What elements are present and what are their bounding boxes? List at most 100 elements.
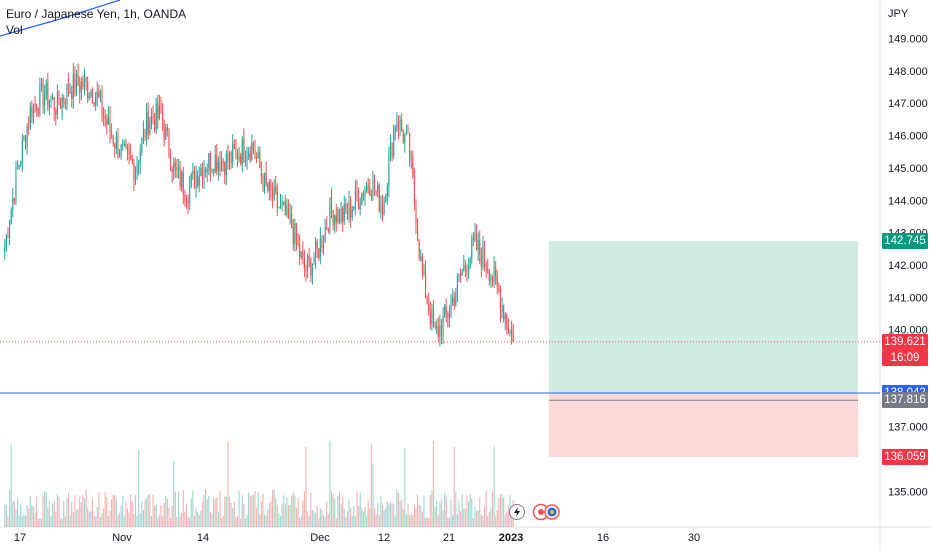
candle-body [16, 167, 19, 169]
candle-body [118, 156, 121, 158]
candle-body [487, 267, 489, 271]
candle-body [133, 163, 135, 181]
candle-body [447, 313, 449, 319]
candle-body [214, 155, 216, 173]
volume-bar [91, 498, 94, 527]
volume-bar [264, 514, 266, 527]
volume-bar [394, 515, 396, 527]
volume-bar [150, 516, 152, 527]
candle-body [136, 164, 138, 172]
candle-body [257, 151, 259, 158]
volume-bar [83, 498, 86, 527]
candle-body [353, 206, 355, 211]
volume-bar [262, 493, 264, 527]
volume-bar [463, 508, 465, 527]
volume-bar [142, 510, 145, 527]
volume-bar [362, 511, 364, 527]
candle-body [452, 297, 454, 303]
y-tick-label: 142.000 [888, 260, 928, 272]
volume-bar [342, 497, 344, 527]
volume-bar [501, 493, 503, 527]
candle-body [69, 91, 71, 94]
volume-bar [7, 516, 9, 527]
volume-bar [436, 500, 438, 527]
candle-body [90, 91, 92, 97]
volume-bar [39, 518, 41, 527]
candle-body [115, 136, 117, 149]
candle-body [233, 144, 235, 150]
candle-body [114, 144, 116, 149]
economic-event-flag-icon[interactable] [544, 504, 560, 520]
volume-bar [466, 495, 468, 527]
candle-body [496, 275, 498, 287]
candle-body [155, 103, 157, 130]
candle-body [4, 245, 6, 253]
candle-body [230, 152, 232, 163]
volume-bar [243, 504, 245, 527]
candle-body [185, 200, 188, 202]
price-lines [0, 0, 880, 394]
candle-body [225, 153, 227, 176]
volume-bar [66, 497, 68, 527]
candle-body [468, 268, 470, 274]
candle-body [31, 107, 33, 119]
volume-bar [318, 517, 320, 527]
volume-bar [493, 446, 495, 527]
candle-body [448, 314, 451, 319]
volume-bar [214, 498, 216, 527]
volume-bar [477, 509, 479, 527]
volume-bar [270, 501, 272, 527]
candle-body [7, 234, 9, 238]
volume-bar [373, 508, 376, 527]
volume-bar [404, 447, 406, 527]
candle-body [327, 228, 329, 232]
volume-bar [228, 496, 231, 527]
symbol-title[interactable]: Euro / Japanese Yen, 1h, OANDA [6, 7, 187, 21]
volume-bar [399, 501, 401, 527]
volume-bar [504, 514, 506, 527]
volume-bar [138, 449, 140, 527]
volume-bar [115, 498, 117, 527]
candle-body [409, 133, 411, 159]
volume-bar [80, 502, 82, 527]
candle-body [201, 167, 203, 180]
candle-body [415, 204, 417, 229]
volume-bar [198, 514, 200, 527]
volume-bar [415, 507, 417, 527]
volume-bar [103, 508, 105, 527]
candle-body [198, 176, 200, 186]
candle-body [358, 197, 360, 210]
dividend-bolt-icon[interactable] [509, 504, 525, 520]
volume-bar [381, 504, 384, 527]
volume-bar [421, 512, 423, 527]
volume-label[interactable]: Vol [6, 23, 23, 37]
candle-body [397, 123, 400, 131]
candle-body [268, 181, 270, 191]
candle-body [179, 166, 181, 188]
candle-body [174, 162, 176, 167]
candle-body [244, 161, 247, 163]
candle-body [93, 102, 95, 106]
time-axis[interactable]: 17 Nov 14 Dec 12 21 2023 16 30 [14, 532, 700, 544]
volume-bar [401, 499, 403, 527]
volume-bar [208, 495, 210, 527]
volume-bar [109, 511, 111, 527]
volume-bar [131, 501, 133, 527]
candle-body [28, 126, 30, 128]
volume-bar [21, 516, 23, 527]
volume-bar [174, 491, 176, 527]
volume-bar [487, 516, 489, 527]
volume-bar [297, 497, 299, 527]
candle-body [141, 137, 143, 152]
candle-body [83, 77, 86, 87]
candle-body [370, 194, 372, 197]
volume-bar [364, 506, 366, 527]
candle-body [324, 227, 326, 242]
candle-body [287, 204, 290, 218]
volume-bar [238, 490, 240, 527]
candle-body [160, 105, 162, 114]
price-axis[interactable]: JPY135.000136.000137.000138.000139.00014… [888, 8, 928, 498]
candle-body [381, 205, 384, 215]
